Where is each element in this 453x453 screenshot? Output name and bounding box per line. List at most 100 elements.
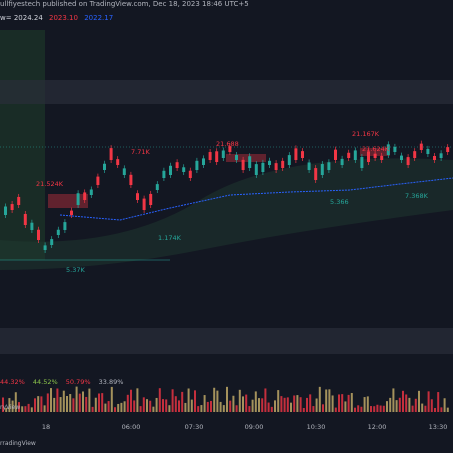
candle-body xyxy=(327,162,331,170)
candle-body xyxy=(83,192,87,200)
annotation-right-lower: 7.368K xyxy=(405,192,428,200)
green-zone xyxy=(0,30,45,260)
volume-bar xyxy=(347,394,350,412)
x-tick-0730: 07:30 xyxy=(184,423,204,431)
candle-body xyxy=(393,146,397,152)
volume-bar xyxy=(78,393,81,412)
volume-bar xyxy=(75,386,78,412)
candle-body xyxy=(175,162,179,168)
volume-percentages: 44.32% 44.52% 50.79% 33.89% xyxy=(0,378,129,386)
volume-bar xyxy=(430,399,433,412)
annotation-left: 21.524K xyxy=(36,180,64,188)
volume-bar xyxy=(146,399,148,412)
volume-bar xyxy=(248,406,251,412)
volume-bar xyxy=(290,402,292,412)
volume-bar xyxy=(152,406,155,412)
volume-bar xyxy=(434,407,436,412)
volume-bar xyxy=(82,391,84,412)
candle-body xyxy=(50,239,54,245)
candle-body xyxy=(10,204,14,210)
candle-body xyxy=(182,167,186,172)
candle-body xyxy=(314,168,318,180)
candle-body xyxy=(353,150,357,160)
candle-body xyxy=(413,151,417,158)
volume-bar xyxy=(341,394,344,412)
value-open: 2024.24 xyxy=(13,14,43,22)
order-block-left xyxy=(48,194,88,208)
candle-body xyxy=(142,198,146,210)
volume-bar xyxy=(187,388,190,412)
volume-bar xyxy=(110,386,113,412)
volume-bar xyxy=(235,405,238,412)
volume-bar xyxy=(379,405,382,412)
volume-bar xyxy=(130,389,132,412)
volume-bar xyxy=(117,403,120,412)
volume-bar xyxy=(59,397,62,412)
volume-bar xyxy=(258,398,260,412)
view-label: ryView xyxy=(0,404,21,411)
volume-bar xyxy=(216,390,219,412)
volume-bar xyxy=(386,401,388,412)
support-band xyxy=(0,328,453,354)
candle-body xyxy=(340,158,344,165)
candle-body xyxy=(116,159,120,165)
volume-bar xyxy=(446,407,449,412)
candle-body xyxy=(221,150,225,158)
volume-bar xyxy=(373,406,376,412)
volume-bar xyxy=(53,397,56,412)
volume-bar xyxy=(398,397,401,412)
volume-bar xyxy=(440,407,443,412)
candle-body xyxy=(202,158,205,165)
volume-bar xyxy=(226,386,228,412)
candle-body xyxy=(136,193,139,200)
candle-body xyxy=(37,229,40,240)
annotation-mid: 21.624K xyxy=(362,145,390,153)
x-tick-18: 18 xyxy=(41,423,51,431)
vwap-band xyxy=(0,158,453,270)
candle-body xyxy=(419,143,423,150)
volume-bar xyxy=(414,398,417,412)
volume-bar xyxy=(261,398,264,412)
volume-bar xyxy=(222,405,225,412)
volume-bar xyxy=(299,397,302,412)
volume-bar xyxy=(270,406,273,412)
candle-body xyxy=(347,152,351,158)
volume-bar xyxy=(178,400,180,412)
volume-bar xyxy=(85,396,88,412)
candle-body xyxy=(155,184,159,190)
order-block-center xyxy=(226,154,266,162)
volume-bar xyxy=(389,397,392,412)
volume-bar xyxy=(229,400,232,412)
volume-bar xyxy=(27,403,30,412)
candle-body xyxy=(4,206,7,215)
candle-body xyxy=(188,170,192,178)
volume-bar xyxy=(168,405,171,412)
volume-bar xyxy=(344,401,347,412)
volume-bar xyxy=(232,395,235,412)
volume-bar xyxy=(312,406,315,412)
volume-bar xyxy=(5,407,8,412)
volume-bar xyxy=(126,394,129,412)
candle-body xyxy=(281,160,285,168)
candle-body xyxy=(162,170,166,178)
volume-bar xyxy=(254,391,257,412)
resistance-band xyxy=(0,80,453,104)
annotation-right-lower2: 5.366 xyxy=(330,198,349,206)
volume-bar xyxy=(114,407,116,412)
volume-bar xyxy=(213,387,216,412)
volume-bar xyxy=(306,397,308,412)
candle-body xyxy=(215,151,219,162)
volume-bar xyxy=(277,390,280,412)
volume-bar xyxy=(421,403,424,412)
candle-body xyxy=(373,153,377,158)
volume-bar xyxy=(424,405,427,412)
volume-bar xyxy=(43,405,46,412)
volume-bar xyxy=(264,388,267,412)
candle-body xyxy=(367,151,370,162)
volume-bar xyxy=(149,400,152,412)
annotation-bottom: 5.37K xyxy=(66,266,85,274)
volume-bar xyxy=(402,390,404,412)
volume-bar xyxy=(158,388,161,412)
